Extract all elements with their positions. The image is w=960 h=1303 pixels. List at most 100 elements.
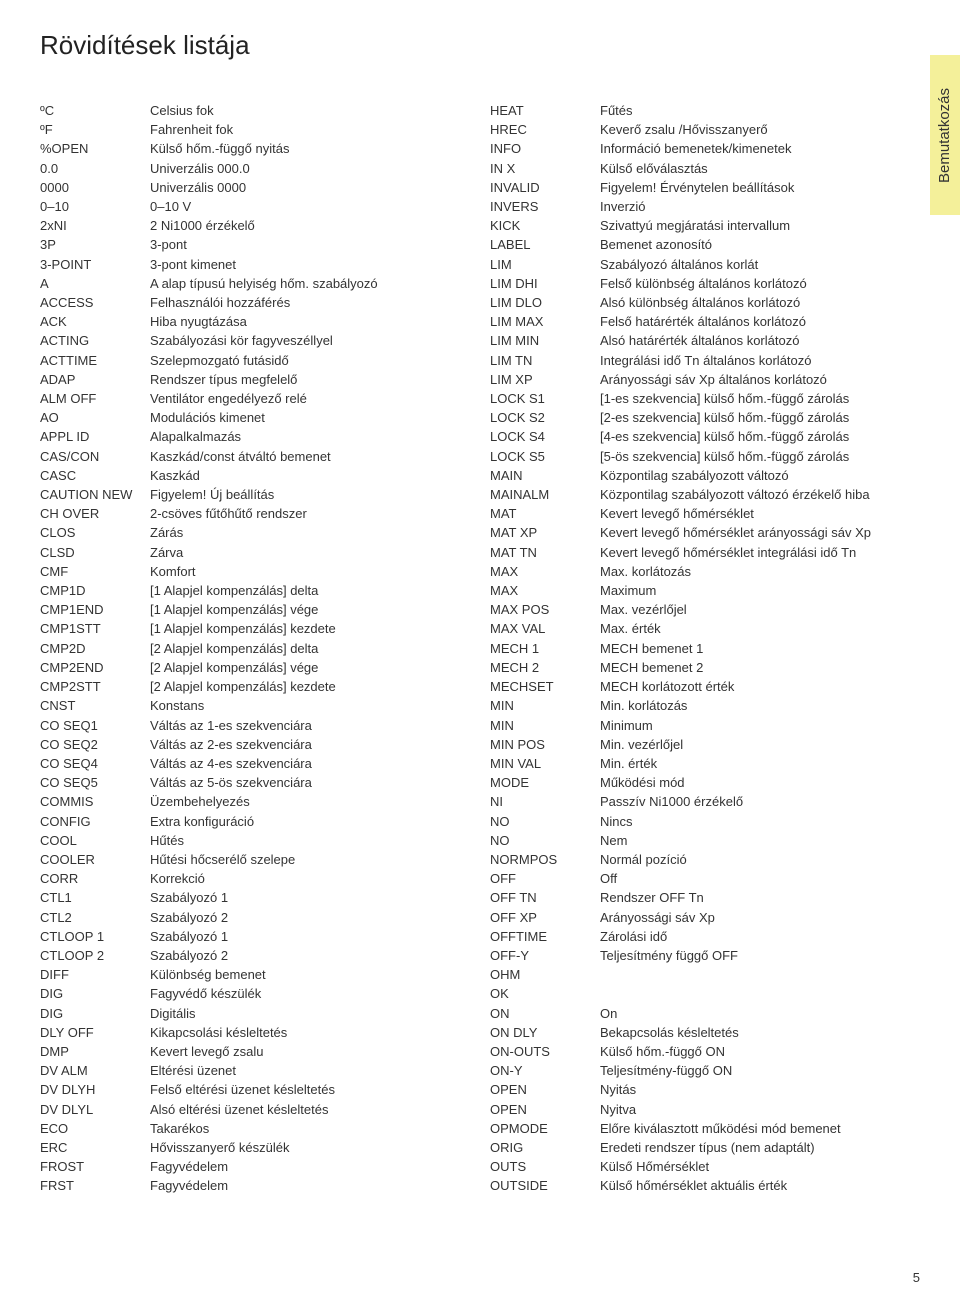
abbr-row: CMP1D[1 Alapjel kompenzálás] delta xyxy=(40,581,470,600)
abbr-row: CTL2Szabályozó 2 xyxy=(40,908,470,927)
abbr-row: ORIGEredeti rendszer típus (nem adaptált… xyxy=(490,1138,920,1157)
abbr-row: OFFTIMEZárolási idő xyxy=(490,927,920,946)
abbr-desc: On xyxy=(600,1004,920,1023)
abbr-desc: Kaszkád/const átváltó bemenet xyxy=(150,447,470,466)
side-tab: Bemutatkozás xyxy=(930,55,960,215)
abbr-code: ON DLY xyxy=(490,1023,600,1042)
abbr-row: DV ALMEltérési üzenet xyxy=(40,1061,470,1080)
abbr-row: CMP1END[1 Alapjel kompenzálás] vége xyxy=(40,600,470,619)
abbr-row: MAT TNKevert levegő hőmérséklet integrál… xyxy=(490,543,920,562)
abbr-code: MAINALM xyxy=(490,485,600,504)
abbr-desc: Figyelem! Érvénytelen beállítások xyxy=(600,178,920,197)
abbr-code: CO SEQ5 xyxy=(40,773,150,792)
abbr-row: IN XKülső előválasztás xyxy=(490,159,920,178)
abbr-code: INVALID xyxy=(490,178,600,197)
abbr-row: CAUTION NEWFigyelem! Új beállítás xyxy=(40,485,470,504)
abbr-code: IN X xyxy=(490,159,600,178)
abbr-desc: Extra konfiguráció xyxy=(150,812,470,831)
abbr-row: MINMinimum xyxy=(490,716,920,735)
abbr-row: KICKSzivattyú megjáratási intervallum xyxy=(490,216,920,235)
abbr-desc: Hiba nyugtázása xyxy=(150,312,470,331)
abbr-code: MECH 2 xyxy=(490,658,600,677)
abbr-code: ADAP xyxy=(40,370,150,389)
abbr-row: FRSTFagyvédelem xyxy=(40,1176,470,1195)
abbr-row: ONOn xyxy=(490,1004,920,1023)
abbr-code: OFF-Y xyxy=(490,946,600,965)
abbr-desc: Külső hőm.-függő ON xyxy=(600,1042,920,1061)
abbr-row: MECHSETMECH korlátozott érték xyxy=(490,677,920,696)
abbr-code: 2xNI xyxy=(40,216,150,235)
abbr-code: MIN xyxy=(490,716,600,735)
abbr-desc: Eltérési üzenet xyxy=(150,1061,470,1080)
abbr-row: MECH 1MECH bemenet 1 xyxy=(490,639,920,658)
abbr-desc: Inverzió xyxy=(600,197,920,216)
page-number: 5 xyxy=(913,1270,920,1285)
abbr-code: LIM XP xyxy=(490,370,600,389)
abbr-desc xyxy=(600,965,920,984)
abbr-desc: Előre kiválasztott működési mód bemenet xyxy=(600,1119,920,1138)
abbr-desc: [2 Alapjel kompenzálás] vége xyxy=(150,658,470,677)
abbr-desc: Váltás az 4-es szekvenciára xyxy=(150,754,470,773)
abbr-code: LIM MAX xyxy=(490,312,600,331)
abbr-desc: Arányossági sáv Xp xyxy=(600,908,920,927)
abbr-row: NIPasszív Ni1000 érzékelő xyxy=(490,792,920,811)
abbr-desc: Nyitva xyxy=(600,1100,920,1119)
abbr-code: OFFTIME xyxy=(490,927,600,946)
abbr-code: %OPEN xyxy=(40,139,150,158)
abbr-code: ACCESS xyxy=(40,293,150,312)
abbr-code: 0000 xyxy=(40,178,150,197)
abbr-desc: Információ bemenetek/kimenetek xyxy=(600,139,920,158)
right-column: HEATFűtésHRECKeverő zsalu /Hővisszanyerő… xyxy=(490,101,920,1196)
abbr-code: DIG xyxy=(40,1004,150,1023)
abbr-code: ON xyxy=(490,1004,600,1023)
abbr-code: OPEN xyxy=(490,1080,600,1099)
abbr-desc: Külső előválasztás xyxy=(600,159,920,178)
abbr-code: LOCK S5 xyxy=(490,447,600,466)
abbr-row: MODEMűködési mód xyxy=(490,773,920,792)
abbr-row: CMP1STT[1 Alapjel kompenzálás] kezdete xyxy=(40,619,470,638)
abbr-desc: MECH korlátozott érték xyxy=(600,677,920,696)
abbr-code: MIN xyxy=(490,696,600,715)
abbr-desc: 3-pont kimenet xyxy=(150,255,470,274)
abbr-desc: Teljesítmény-függő ON xyxy=(600,1061,920,1080)
abbr-code: MAX xyxy=(490,581,600,600)
abbr-code: NO xyxy=(490,812,600,831)
abbr-desc: Teljesítmény függő OFF xyxy=(600,946,920,965)
abbr-row: ºFFahrenheit fok xyxy=(40,120,470,139)
abbr-code: LOCK S4 xyxy=(490,427,600,446)
abbr-desc: Szabályozó 2 xyxy=(150,946,470,965)
abbr-desc: Eredeti rendszer típus (nem adaptált) xyxy=(600,1138,920,1157)
abbr-code: OK xyxy=(490,984,600,1003)
abbr-desc: Központilag szabályozott változó érzékel… xyxy=(600,485,920,504)
abbr-row: OK xyxy=(490,984,920,1003)
abbr-row: ON DLYBekapcsolás késleltetés xyxy=(490,1023,920,1042)
abbr-code: CMF xyxy=(40,562,150,581)
abbr-desc: Univerzális 000.0 xyxy=(150,159,470,178)
abbr-desc: Passzív Ni1000 érzékelő xyxy=(600,792,920,811)
abbr-row: CAS/CONKaszkád/const átváltó bemenet xyxy=(40,447,470,466)
abbr-desc: Kevert levegő hőmérséklet arányossági sá… xyxy=(600,523,920,542)
abbr-code: MAIN xyxy=(490,466,600,485)
abbr-row: FROSTFagyvédelem xyxy=(40,1157,470,1176)
abbr-desc: Kevert levegő hőmérséklet xyxy=(600,504,920,523)
abbr-desc: Korrekció xyxy=(150,869,470,888)
abbr-code: COMMIS xyxy=(40,792,150,811)
abbr-row: DIGDigitális xyxy=(40,1004,470,1023)
abbr-code: CAUTION NEW xyxy=(40,485,150,504)
abbr-desc: Váltás az 1-es szekvenciára xyxy=(150,716,470,735)
abbr-desc: Modulációs kimenet xyxy=(150,408,470,427)
left-column: ºCCelsius fokºFFahrenheit fok%OPENKülső … xyxy=(40,101,470,1196)
abbr-desc: [1-es szekvencia] külső hőm.-függő zárol… xyxy=(600,389,920,408)
abbr-desc: [2 Alapjel kompenzálás] delta xyxy=(150,639,470,658)
abbr-code: ºC xyxy=(40,101,150,120)
abbr-code: MAX POS xyxy=(490,600,600,619)
abbr-desc: Különbség bemenet xyxy=(150,965,470,984)
abbr-desc: Felső határérték általános korlátozó xyxy=(600,312,920,331)
abbr-code: OFF TN xyxy=(490,888,600,907)
abbr-row: CNSTKonstans xyxy=(40,696,470,715)
abbr-row: INFOInformáció bemenetek/kimenetek xyxy=(490,139,920,158)
abbr-code: LIM DLO xyxy=(490,293,600,312)
abbr-row: CH OVER2-csöves fűtőhűtő rendszer xyxy=(40,504,470,523)
abbr-desc: MECH bemenet 2 xyxy=(600,658,920,677)
abbr-desc: Min. vezérlőjel xyxy=(600,735,920,754)
